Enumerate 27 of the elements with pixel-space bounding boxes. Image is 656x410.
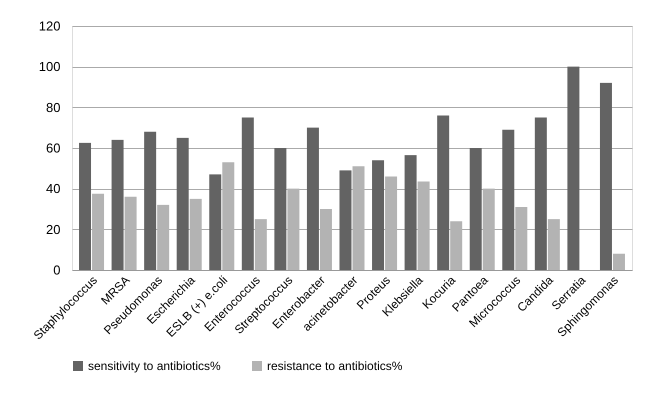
bar: [339, 170, 352, 270]
y-tick-label: 80: [46, 100, 60, 115]
y-tick-label: 120: [38, 18, 60, 34]
bar: [437, 115, 450, 270]
bar: [112, 140, 124, 270]
bar: [600, 82, 612, 270]
bar: [612, 254, 625, 270]
y-tick-label: 100: [38, 59, 60, 74]
bar: [567, 66, 580, 270]
legend-label: sensitivity to antibiotics%: [88, 359, 222, 373]
bar: [372, 160, 384, 270]
y-tick-label: 60: [46, 140, 60, 156]
bar: [470, 148, 482, 270]
bar: [209, 174, 222, 270]
bar: [242, 118, 254, 270]
bar: [306, 128, 319, 270]
legend-label: resistance to antibiotics%: [267, 359, 403, 373]
bar: [274, 148, 286, 270]
bar: [404, 155, 417, 270]
bar: [79, 142, 92, 270]
y-tick-label: 0: [53, 262, 60, 278]
y-tick-label: 40: [46, 181, 60, 196]
bar: [502, 130, 514, 270]
bar: [144, 132, 156, 270]
y-tick-label: 20: [46, 222, 60, 237]
bar: [176, 138, 189, 270]
bar: [534, 118, 547, 270]
